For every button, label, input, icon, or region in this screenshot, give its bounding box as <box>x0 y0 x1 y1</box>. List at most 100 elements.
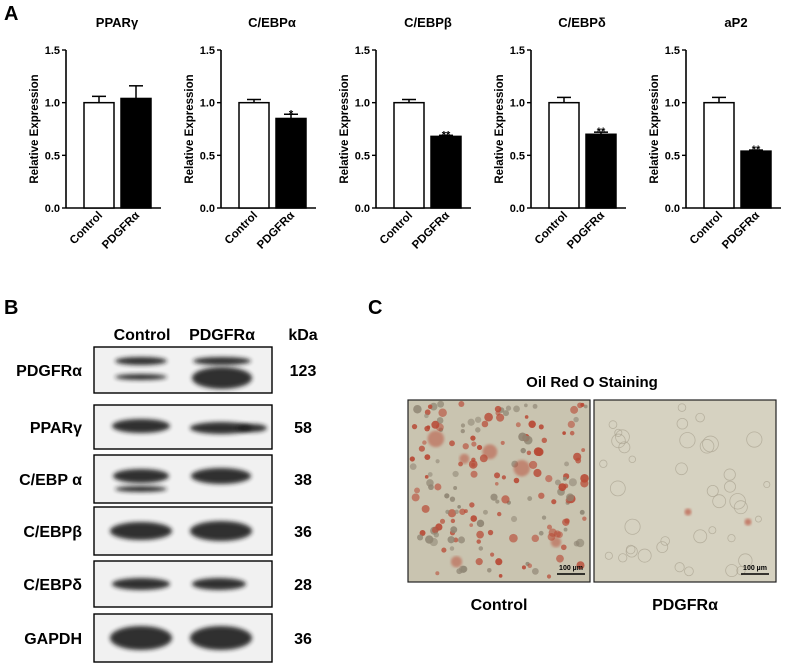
cell-droplet <box>496 413 505 422</box>
cell-droplet <box>570 405 579 414</box>
y-axis-label: Relative Expression <box>494 74 506 183</box>
cell-droplet <box>437 400 445 408</box>
cell-droplet <box>532 403 538 409</box>
cell-droplet <box>501 475 507 480</box>
faint-cell <box>628 455 637 464</box>
cell-droplet <box>476 519 485 528</box>
cell-droplet <box>444 493 450 499</box>
cell-droplet <box>426 425 431 430</box>
blot-band <box>115 486 167 492</box>
cell-droplet <box>538 492 545 499</box>
y-tick-label: 0.5 <box>665 150 680 162</box>
faint-cell <box>763 481 771 489</box>
cell-droplet <box>450 518 456 524</box>
blot-band <box>112 419 170 433</box>
cell-droplet <box>452 470 459 478</box>
blot-protein-label: GAPDH <box>24 631 82 648</box>
faint-cell <box>660 536 670 546</box>
blot-band <box>115 374 167 380</box>
blot-band <box>191 468 251 484</box>
y-tick-label: 1.5 <box>200 45 215 57</box>
cell-droplet <box>558 483 567 492</box>
cell-droplet <box>449 546 455 551</box>
y-tick-label: 0.0 <box>200 203 215 215</box>
cell-droplet <box>453 486 458 491</box>
cell-droplet <box>458 401 465 407</box>
bar <box>430 135 462 209</box>
cell-droplet <box>424 474 429 479</box>
cell-droplet <box>414 487 420 494</box>
y-tick-label: 0.5 <box>200 150 215 162</box>
blot-band <box>190 521 252 541</box>
blot-band <box>190 626 252 650</box>
y-tick-label: 0.5 <box>355 150 370 162</box>
faint-cell <box>625 545 638 558</box>
chart-title: C/EBPδ <box>558 15 606 30</box>
y-tick-label: 0.0 <box>665 203 680 215</box>
cell-droplet <box>424 454 431 461</box>
cell-droplet <box>449 440 455 447</box>
cell-droplet <box>501 495 510 504</box>
x-tick-label: PDGFRα <box>255 210 297 252</box>
cell-droplet <box>527 496 533 501</box>
faint-cell <box>708 526 717 535</box>
bar <box>585 133 617 209</box>
cell-droplet <box>684 508 692 516</box>
faint-cell <box>738 553 753 568</box>
bar <box>548 101 580 209</box>
y-tick-label: 1.0 <box>355 98 370 110</box>
cell-droplet <box>457 536 466 544</box>
cell-droplet <box>541 515 547 520</box>
y-tick-label: 1.0 <box>200 98 215 110</box>
cell-droplet <box>744 518 752 526</box>
blot-protein-label: C/EBPδ <box>23 577 82 594</box>
blot-band <box>110 522 172 540</box>
cell-droplet <box>450 526 458 534</box>
cell-droplet <box>476 444 483 451</box>
cell-droplet <box>434 483 442 491</box>
lipid-cluster <box>459 453 470 464</box>
blot-row: C/EBPβ 36 <box>23 506 312 556</box>
cell-droplet <box>411 423 418 430</box>
x-tick-label: PDGFRα <box>720 210 762 252</box>
faint-cell <box>684 566 694 577</box>
cell-droplet <box>487 529 494 536</box>
y-tick-label: 0.0 <box>355 203 370 215</box>
cell-droplet <box>467 418 475 426</box>
cell-droplet <box>582 516 587 521</box>
blot-protein-label: PPARγ <box>30 420 82 437</box>
faint-cell <box>618 441 631 454</box>
faint-cell <box>618 553 628 563</box>
blot-kda-value: 123 <box>290 363 317 380</box>
cell-droplet <box>513 405 520 413</box>
cell-droplet <box>500 440 505 445</box>
cell-droplet <box>573 452 582 461</box>
faint-cell <box>727 534 736 543</box>
y-tick-label: 1.5 <box>510 45 525 57</box>
cell-droplet <box>439 518 446 524</box>
staining-label-control: Control <box>471 597 528 614</box>
cell-droplet <box>531 567 539 575</box>
faint-cell <box>611 433 626 449</box>
cell-droplet <box>494 481 499 486</box>
cell-droplet <box>505 405 512 411</box>
y-tick-label: 0.5 <box>45 150 60 162</box>
cell-droplet <box>533 468 542 478</box>
significance-label: ** <box>597 126 606 138</box>
cell-droplet <box>498 574 503 578</box>
cell-droplet <box>433 532 440 538</box>
cell-droplet <box>462 443 469 450</box>
faint-cell <box>699 439 715 454</box>
faint-cell <box>656 541 669 554</box>
faint-cell <box>674 562 685 573</box>
blot-row: C/EBP α 38 <box>19 454 312 504</box>
cell-droplet <box>470 470 478 478</box>
cell-droplet <box>524 403 528 408</box>
bar <box>740 150 772 209</box>
cell-droplet <box>497 511 502 517</box>
chart-title: C/EBPα <box>248 15 296 30</box>
cell-droplet <box>487 568 492 573</box>
faint-cell <box>712 494 727 509</box>
cell-droplet <box>478 546 484 551</box>
blot-membrane <box>93 346 273 394</box>
